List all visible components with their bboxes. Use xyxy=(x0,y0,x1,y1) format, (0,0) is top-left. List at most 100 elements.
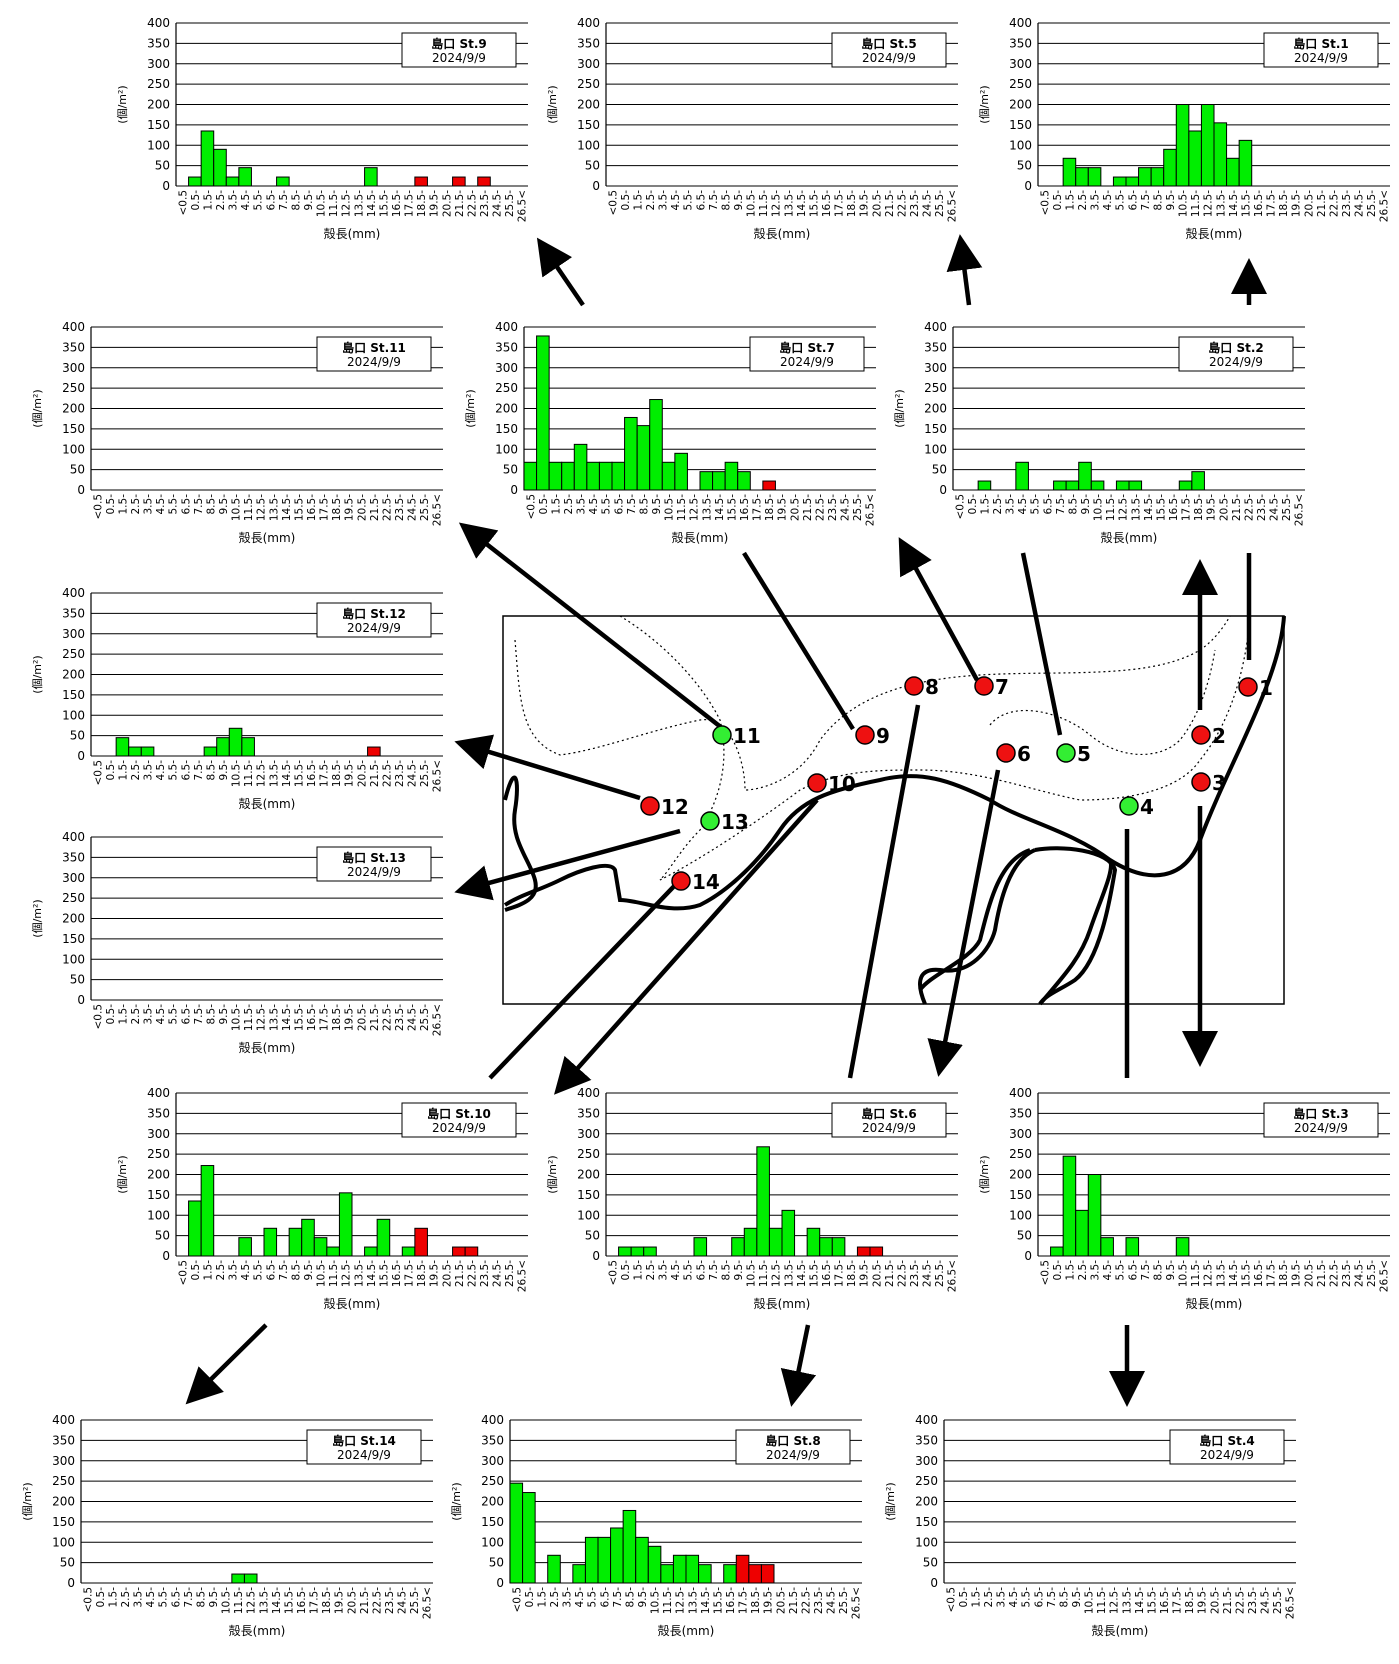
x-tick-label: 24.5- xyxy=(1260,1587,1272,1614)
legend-box xyxy=(831,32,947,68)
y-tick-label: 350 xyxy=(924,340,947,354)
x-tick-label: 7.5- xyxy=(612,1587,624,1608)
x-tick-label: 11.5- xyxy=(243,1004,255,1031)
x-tick-label: 24.5- xyxy=(407,494,419,521)
x-tick-label: 5.5- xyxy=(168,760,180,781)
x-tick-label: 17.5- xyxy=(752,494,764,521)
x-tick-label: 15.5- xyxy=(1240,190,1252,217)
x-tick-label: 22.5- xyxy=(1328,190,1340,217)
x-tick-label: 23.5- xyxy=(394,760,406,787)
y-tick-label: 400 xyxy=(62,586,85,600)
x-tick-label: 12.5- xyxy=(1118,494,1130,521)
y-tick-label: 100 xyxy=(52,1535,75,1549)
bar xyxy=(699,471,714,491)
station-marker xyxy=(807,773,827,793)
x-tick-label: 6.5- xyxy=(265,190,277,211)
bar xyxy=(1087,1174,1102,1257)
legend-box xyxy=(831,1102,947,1138)
x-tick-label: 5.5- xyxy=(601,494,613,515)
x-tick-label: 4.5- xyxy=(240,190,252,211)
y-tick-label: 50 xyxy=(585,159,600,173)
station-number: 12 xyxy=(661,795,689,819)
legend-box xyxy=(401,1102,517,1138)
arrow-st8 xyxy=(780,1324,817,1407)
station-marker xyxy=(671,871,691,891)
y-tick-label: 200 xyxy=(1009,98,1032,112)
x-tick-label: 8.5- xyxy=(1058,1587,1070,1608)
bar xyxy=(188,1200,202,1257)
coastline-main xyxy=(503,615,1286,911)
x-tick-label: 0.5- xyxy=(620,1260,632,1281)
station-number: 4 xyxy=(1140,795,1154,819)
y-tick-label: 400 xyxy=(924,320,947,334)
y-tick-label: 0 xyxy=(162,1249,170,1263)
arrow-st14 xyxy=(185,1323,268,1405)
y-tick-label: 0 xyxy=(592,1249,600,1263)
depth-contour-3 xyxy=(989,649,1216,756)
x-tick-label: 6.5- xyxy=(599,1587,611,1608)
y-tick-label: 300 xyxy=(62,871,85,885)
y-tick-label: 200 xyxy=(62,912,85,926)
y-tick-label: 150 xyxy=(62,932,85,946)
bar xyxy=(647,1545,662,1584)
x-tick-label: 21.5- xyxy=(369,494,381,521)
y-tick-label: 350 xyxy=(577,36,600,50)
legend-date: 2024/9/9 xyxy=(432,51,486,65)
x-tick-label: 11.5- xyxy=(662,1587,674,1614)
x-axis-label: 殻長(mm) xyxy=(1186,227,1243,241)
x-tick-label: 12.5- xyxy=(246,1587,258,1614)
bar xyxy=(723,1564,737,1584)
x-tick-label: 14.5- xyxy=(796,190,808,217)
y-tick-label: 400 xyxy=(1009,16,1032,30)
x-tick-label: 15.5- xyxy=(293,494,305,521)
x-tick-label: 18.5- xyxy=(331,494,343,521)
y-axis-label: (個/m²) xyxy=(893,389,906,427)
y-tick-label: 200 xyxy=(577,98,600,112)
x-tick-label: 26.5< xyxy=(947,1260,959,1292)
station-marker xyxy=(996,743,1016,763)
y-tick-label: 0 xyxy=(77,483,85,497)
y-tick-label: 0 xyxy=(1024,179,1032,193)
y-tick-label: 300 xyxy=(577,1127,600,1141)
x-tick-label: 13.5- xyxy=(783,1260,795,1287)
x-tick-label: 17.5- xyxy=(834,1260,846,1287)
x-tick-label: 15.5- xyxy=(283,1587,295,1614)
x-tick-label: <0.5 xyxy=(177,1260,189,1286)
station-number: 6 xyxy=(1017,742,1031,766)
bar xyxy=(367,746,381,757)
x-tick-label: 20.5- xyxy=(356,1004,368,1031)
x-tick-label: 25.5- xyxy=(419,494,431,521)
station-number: 10 xyxy=(828,772,856,796)
station-number: 13 xyxy=(721,810,749,834)
station-marker xyxy=(712,725,732,745)
x-tick-label: 23.5- xyxy=(479,190,491,217)
y-tick-label: 300 xyxy=(495,361,518,375)
x-tick-label: 9.5- xyxy=(218,494,230,515)
x-tick-label: 16.5- xyxy=(1253,190,1265,217)
x-tick-label: 18.5- xyxy=(1278,1260,1290,1287)
x-tick-label: 13.5- xyxy=(258,1587,270,1614)
y-tick-label: 250 xyxy=(495,381,518,395)
x-tick-label: <0.5 xyxy=(511,1587,523,1613)
x-tick-label: 10.5- xyxy=(1178,1260,1190,1287)
x-tick-label: 16.5- xyxy=(1253,1260,1265,1287)
bar xyxy=(611,461,626,491)
x-tick-label: 13.5- xyxy=(783,190,795,217)
x-tick-label: 12.5- xyxy=(689,494,701,521)
coastline-bay xyxy=(918,846,1118,1006)
x-tick-label: 22.5- xyxy=(1328,1260,1340,1287)
x-tick-label: 11.5- xyxy=(233,1587,245,1614)
y-tick-label: 250 xyxy=(62,381,85,395)
bar xyxy=(200,130,215,187)
x-tick-label: 11.5- xyxy=(758,1260,770,1287)
x-tick-label: 8.5- xyxy=(624,1587,636,1608)
bar xyxy=(140,746,155,757)
bar xyxy=(464,1246,479,1257)
histogram-st6: 0 50 100 150 200 250 300 350 400 (個/m²) <0.5 0.5- 1.… xyxy=(546,1086,959,1311)
y-tick-label: 50 xyxy=(489,1556,504,1570)
x-tick-label: 24.5- xyxy=(407,760,419,787)
x-tick-label: 5.5- xyxy=(1021,1587,1033,1608)
x-tick-label: 23.5- xyxy=(1341,190,1353,217)
